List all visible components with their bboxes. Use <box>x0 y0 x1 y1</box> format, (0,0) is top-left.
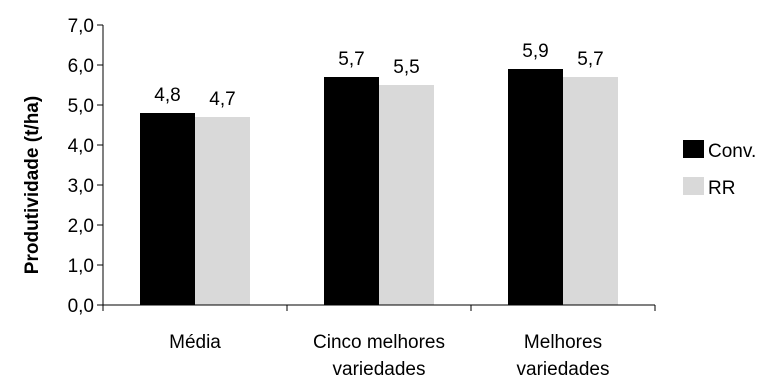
x-category-label-line: Média <box>169 332 221 353</box>
legend-swatch <box>683 140 704 158</box>
x-category-label-line: variedades <box>517 359 610 380</box>
legend-label: Conv. <box>708 141 756 162</box>
bar-value-label: 4,7 <box>209 89 235 110</box>
y-axis-ticks: 0,0 1,0 2,0 3,0 4,0 5,0 6,0 7,0 <box>68 16 103 317</box>
y-tick-label: 7,0 <box>68 16 94 37</box>
y-axis-label-group: Produtividade (t/ha) <box>22 96 43 274</box>
y-tick-label: 6,0 <box>68 56 94 77</box>
category-labels: Média Cinco melhores variedades Melhores var… <box>169 332 609 380</box>
x-category-label: Média <box>169 332 221 353</box>
x-category-label: Melhores variedades <box>517 332 610 380</box>
bar-value-label: 5,9 <box>522 41 548 62</box>
bar-rr <box>563 77 618 305</box>
y-tick-label: 1,0 <box>68 256 94 277</box>
legend: Conv. RR <box>683 140 756 199</box>
legend-swatch <box>683 177 704 195</box>
x-category-label: Cinco melhores variedades <box>313 332 445 380</box>
y-tick-label: 2,0 <box>68 216 94 237</box>
x-category-label-line: Melhores <box>524 332 602 353</box>
y-tick-label: 4,0 <box>68 136 94 157</box>
bars <box>140 69 618 305</box>
bar-conv <box>508 69 563 305</box>
x-category-label-line: Cinco melhores <box>313 332 445 353</box>
bar-value-label: 5,5 <box>393 57 419 78</box>
bar-value-label: 5,7 <box>338 49 364 70</box>
y-tick-label: 0,0 <box>68 296 94 317</box>
bar-conv <box>140 113 195 305</box>
bar-value-label: 4,8 <box>154 85 180 106</box>
x-category-label-line: variedades <box>333 359 426 380</box>
bar-conv <box>324 77 379 305</box>
legend-label: RR <box>708 178 735 199</box>
y-tick-label: 3,0 <box>68 176 94 197</box>
bar-rr <box>379 85 434 305</box>
y-tick-label: 5,0 <box>68 96 94 117</box>
bar-rr <box>195 117 250 305</box>
value-labels: 4,8 4,7 5,7 5,5 5,9 5,7 <box>154 41 603 110</box>
axes <box>102 25 656 311</box>
bar-value-label: 5,7 <box>577 49 603 70</box>
y-axis-label: Produtividade (t/ha) <box>22 96 43 274</box>
